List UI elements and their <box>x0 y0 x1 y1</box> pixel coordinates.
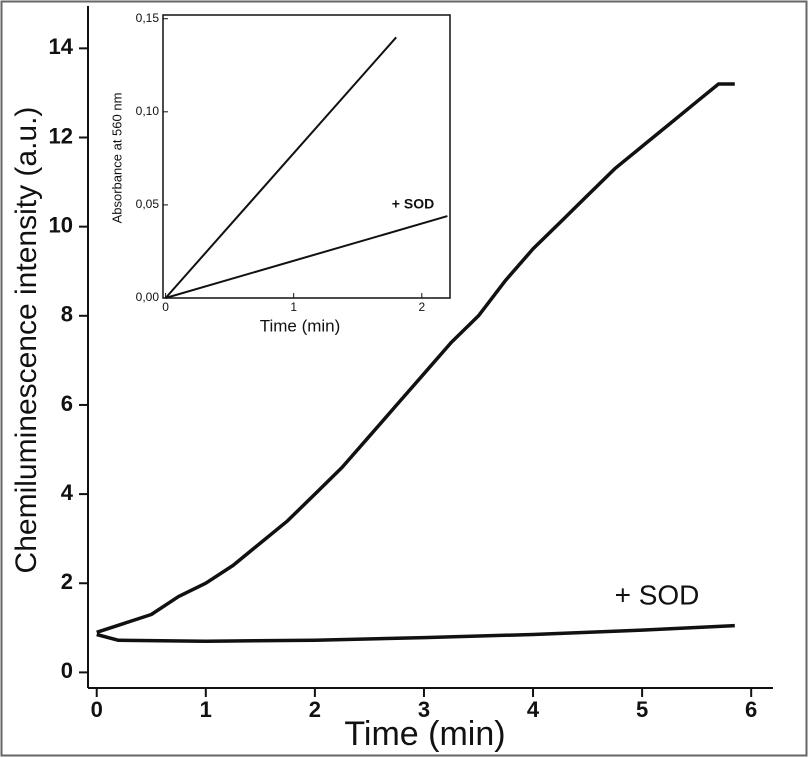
x-tick-label: 1 <box>290 300 297 314</box>
y-tick-label: 14 <box>49 34 74 59</box>
y-axis-label: Absorbance at 560 nm <box>109 93 124 224</box>
inset-box <box>162 14 451 299</box>
x-tick-label: 5 <box>636 697 648 722</box>
annotation: + SOD <box>615 579 700 610</box>
x-tick-label: 2 <box>418 300 425 314</box>
x-tick-label: 3 <box>418 697 430 722</box>
y-tick-label: 0 <box>61 658 73 683</box>
annotation: + SOD <box>392 196 434 212</box>
x-axis-label: Time (min) <box>344 715 505 753</box>
data-line <box>165 215 448 299</box>
x-tick-label: 0 <box>91 697 103 722</box>
y-tick-label: 12 <box>49 123 73 148</box>
x-tick-label: 4 <box>527 697 540 722</box>
data-line <box>164 36 397 299</box>
y-tick-label: 0,15 <box>136 11 160 25</box>
x-tick-label: 2 <box>309 697 321 722</box>
y-tick-label: 0,05 <box>136 197 160 211</box>
y-tick-label: 2 <box>61 569 73 594</box>
y-axis-label: Chemiluminescence intensity (a.u.) <box>10 107 43 574</box>
y-tick-label: 8 <box>61 302 73 327</box>
y-tick-label: 0,10 <box>136 104 160 118</box>
x-axis-label: Time (min) <box>260 316 341 335</box>
x-tick-label: 1 <box>200 697 212 722</box>
y-tick-label: 0,00 <box>136 290 160 304</box>
data-line <box>96 82 735 634</box>
x-tick-label: 0 <box>162 300 169 314</box>
y-tick-label: 4 <box>61 480 74 505</box>
data-line <box>96 623 735 643</box>
x-tick-label: 6 <box>745 697 757 722</box>
y-tick-label: 6 <box>61 391 73 416</box>
y-tick-label: 10 <box>49 212 73 237</box>
